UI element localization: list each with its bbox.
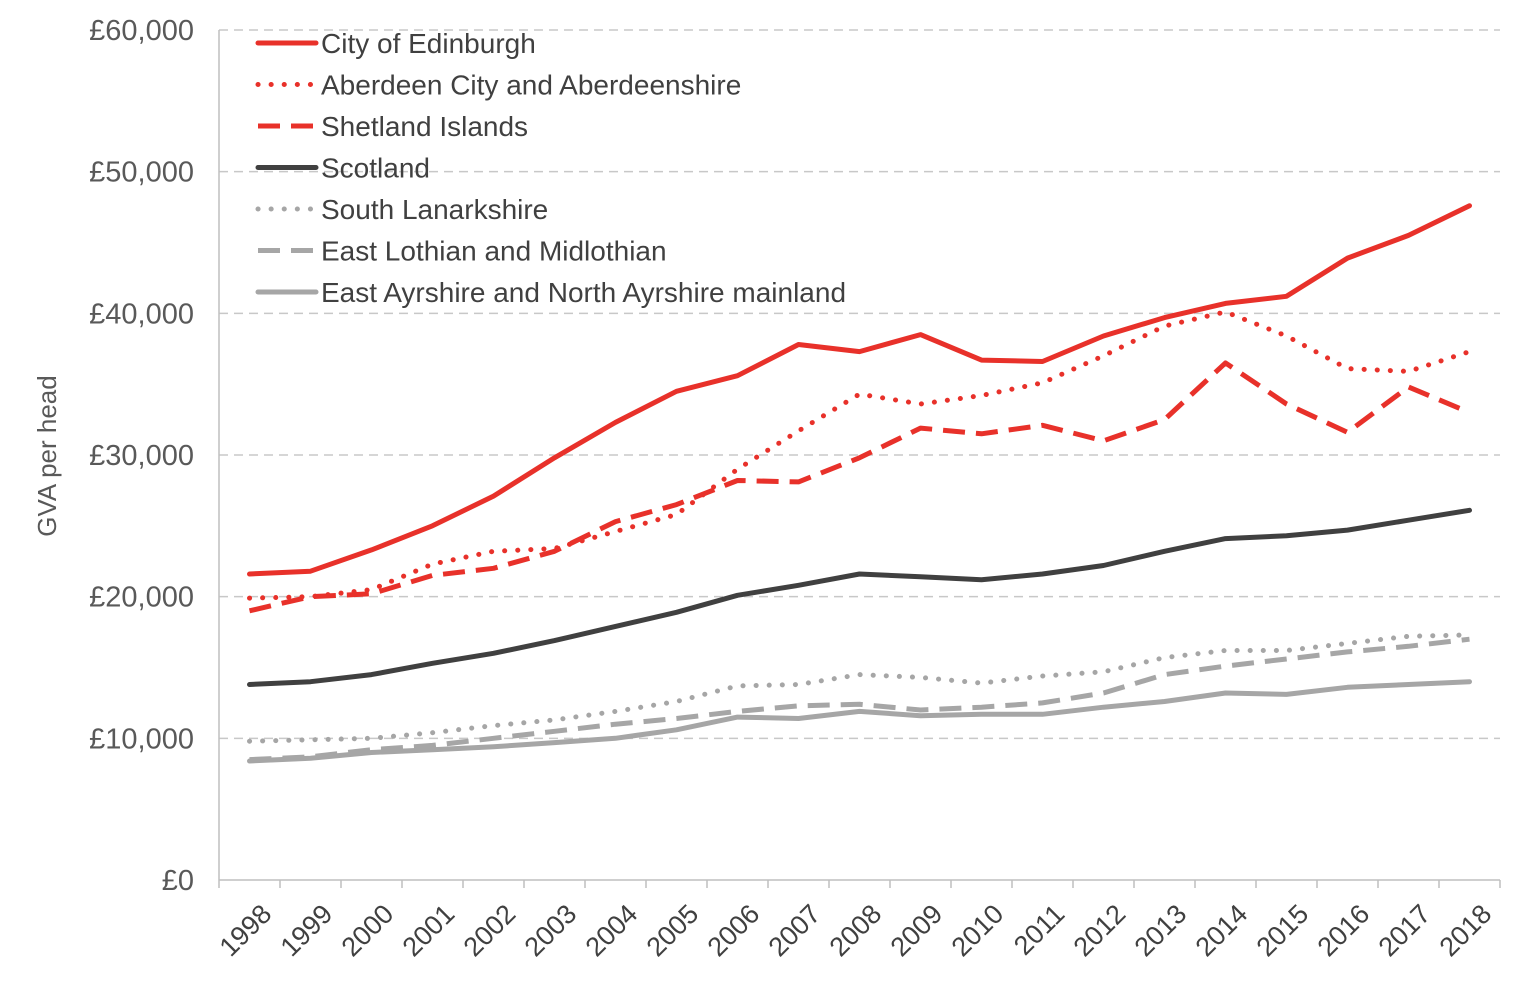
x-tick-label: 2014 bbox=[1190, 899, 1254, 963]
x-tick-label: 2008 bbox=[824, 899, 888, 963]
gridlines bbox=[219, 29, 1500, 740]
x-tick-label: 2010 bbox=[946, 899, 1010, 963]
series-line-south-lanarkshire bbox=[247, 632, 1472, 744]
x-tick-label: 1998 bbox=[214, 899, 278, 963]
legend: City of Edinburgh Aberdeen City and Aberd… bbox=[255, 28, 846, 308]
legend-label: South Lanarkshire bbox=[321, 194, 548, 225]
y-axis-title: GVA per head bbox=[32, 375, 62, 536]
legend-label: East Lothian and Midlothian bbox=[321, 236, 667, 267]
y-tick-label: £10,000 bbox=[89, 723, 194, 755]
x-tick-label: 2012 bbox=[1068, 899, 1132, 963]
x-tick-label: 2003 bbox=[519, 899, 583, 963]
x-tick-label: 2017 bbox=[1373, 899, 1437, 963]
y-axis-tick-labels: £0 £10,000 £20,000 £30,000 £40,000 £50,000 £60… bbox=[89, 15, 194, 897]
series-line-aberdeen-city-and-aberdeenshire bbox=[247, 309, 1472, 601]
y-tick-label: £50,000 bbox=[89, 157, 194, 189]
x-tick-label: 2011 bbox=[1008, 899, 1070, 961]
legend-label: East Ayrshire and North Ayrshire mainlan… bbox=[321, 277, 846, 308]
x-tick-label: 2006 bbox=[702, 899, 766, 963]
series-lines bbox=[247, 203, 1472, 764]
legend-label: City of Edinburgh bbox=[321, 28, 536, 59]
x-tick-label: 2016 bbox=[1312, 899, 1376, 963]
y-tick-label: £30,000 bbox=[89, 440, 194, 472]
x-tick-label: 2018 bbox=[1434, 899, 1498, 963]
x-tick-label: 2001 bbox=[397, 899, 461, 963]
x-tick-label: 2005 bbox=[641, 899, 705, 963]
axes bbox=[218, 30, 1501, 888]
x-tick-label: 1999 bbox=[275, 899, 339, 963]
legend-label: Shetland Islands bbox=[321, 111, 528, 142]
x-tick-label: 2002 bbox=[458, 899, 522, 963]
x-tick-label: 2004 bbox=[580, 899, 644, 963]
series-line-shetland-islands bbox=[248, 360, 1471, 614]
y-tick-label: £60,000 bbox=[89, 15, 194, 47]
x-tick-label: 2000 bbox=[336, 899, 400, 963]
y-tick-label: £0 bbox=[162, 865, 194, 897]
series-line-scotland bbox=[247, 507, 1472, 687]
legend-label: Aberdeen City and Aberdeenshire bbox=[321, 70, 741, 101]
y-tick-label: £20,000 bbox=[89, 582, 194, 614]
legend-label: Scotland bbox=[321, 153, 430, 184]
x-axis-tick-labels: 1998199920002001200220032004200520062007… bbox=[214, 899, 1498, 963]
y-tick-label: £40,000 bbox=[89, 298, 194, 330]
x-tick-label: 2009 bbox=[885, 899, 949, 963]
series-line-east-lothian-and-midlothian bbox=[249, 636, 1470, 763]
x-tick-label: 2013 bbox=[1129, 899, 1193, 963]
x-tick-label: 2015 bbox=[1251, 899, 1315, 963]
series-line-east-ayrshire-and-north-ayrshire-mainland bbox=[247, 679, 1472, 764]
series-line-city-of-edinburgh bbox=[247, 203, 1472, 577]
x-tick-label: 2007 bbox=[763, 899, 827, 963]
